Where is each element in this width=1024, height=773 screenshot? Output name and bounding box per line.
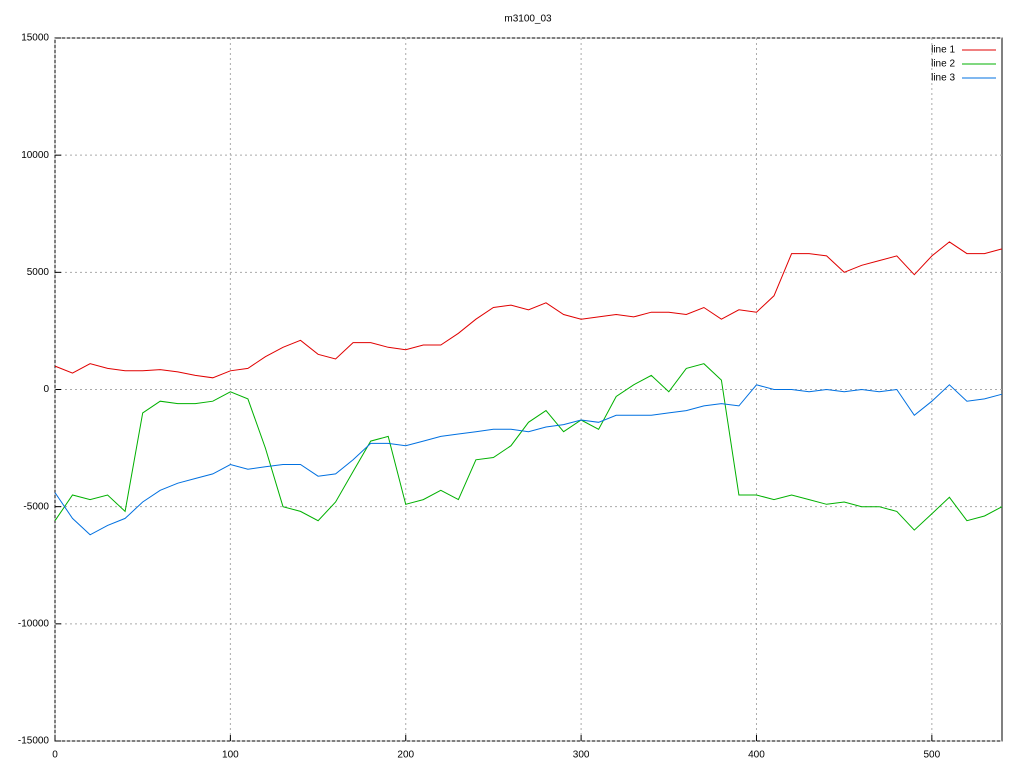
x-tick-label: 300 — [573, 750, 590, 761]
chart-title: m3100_03 — [504, 14, 552, 25]
y-tick-label: -5000 — [23, 501, 49, 512]
legend-label: line 1 — [931, 45, 955, 56]
y-tick-label: 5000 — [27, 267, 50, 278]
data-line — [54, 384, 1003, 536]
y-tick-label: 0 — [43, 384, 49, 395]
legend-label: line 3 — [931, 73, 955, 84]
x-tick-label: 500 — [924, 750, 941, 761]
y-tick-label: 15000 — [21, 33, 49, 44]
y-tick-label: 10000 — [21, 150, 49, 161]
x-tick-label: 100 — [222, 750, 239, 761]
x-tick-label: 400 — [748, 750, 765, 761]
y-tick-label: -15000 — [18, 736, 50, 747]
data-line — [54, 363, 1003, 531]
y-tick-label: -10000 — [18, 618, 50, 629]
x-tick-label: 0 — [52, 750, 58, 761]
legend-label: line 2 — [931, 59, 955, 70]
data-line — [54, 241, 1003, 379]
x-tick-label: 200 — [397, 750, 414, 761]
